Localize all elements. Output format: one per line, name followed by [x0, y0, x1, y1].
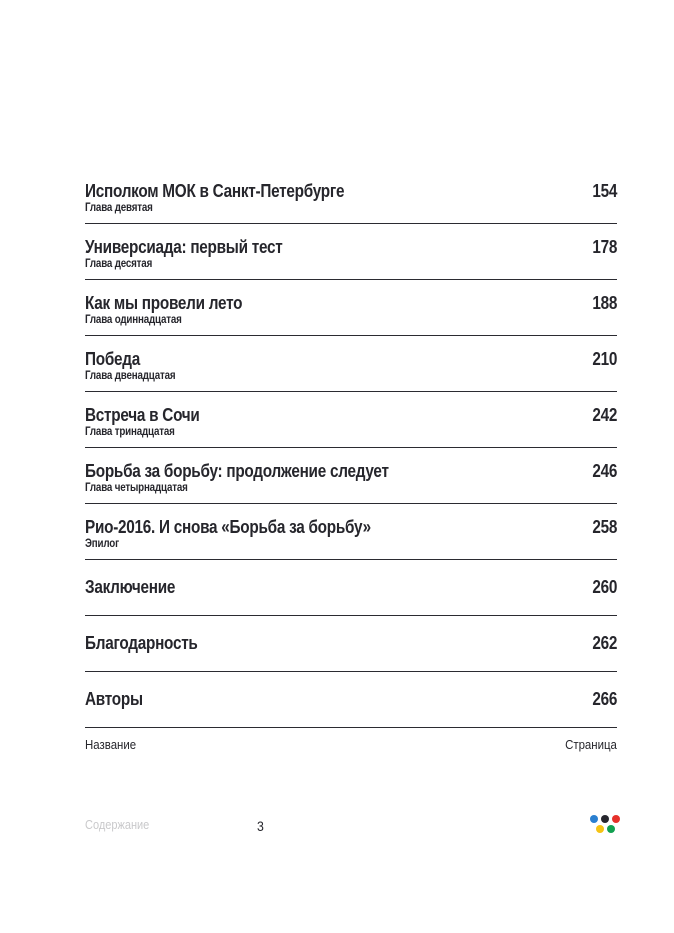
footer-section-label: Содержание: [85, 818, 150, 832]
toc-entry: Встреча в Сочи Глава тринадцатая 242: [85, 392, 617, 448]
toc-entry-subtitle: Эпилог: [85, 538, 119, 550]
toc-entry: Борьба за борьбу: продолжение следует Гл…: [85, 448, 617, 504]
toc-entry-text: Победа Глава двенадцатая: [85, 350, 191, 383]
toc-entry-page-number: 266: [592, 689, 617, 709]
toc-entry-title: Заключение: [85, 577, 176, 597]
toc-list: Исполком МОК в Санкт-Петербурге Глава де…: [85, 168, 617, 753]
column-label-name: Название: [85, 737, 137, 752]
toc-entry-text: Заключение: [85, 578, 191, 596]
toc-entry-page-number: 246: [592, 461, 617, 481]
toc-entry: Рио-2016. И снова «Борьба за борьбу» Эпи…: [85, 504, 617, 560]
logo-dot-green-icon: [606, 825, 615, 833]
toc-entry: Заключение 260: [85, 560, 617, 616]
logo-dot-yellow-icon: [595, 825, 604, 833]
toc-entry: Авторы 266: [85, 672, 617, 728]
toc-entry-page-number: 260: [592, 577, 617, 597]
toc-entry-title: Рио-2016. И снова «Борьба за борьбу»: [85, 517, 371, 537]
toc-entry-page-number: 154: [592, 181, 617, 201]
toc-entry-subtitle: Глава девятая: [85, 202, 153, 214]
logo-dot-red-icon: [612, 815, 620, 823]
toc-entry-title: Встреча в Сочи: [85, 405, 200, 425]
toc-entry-text: Борьба за борьбу: продолжение следует Гл…: [85, 462, 442, 495]
toc-entry: Универсиада: первый тест Глава десятая 1…: [85, 224, 617, 280]
toc-entry-page-number: 258: [592, 517, 617, 537]
toc-entry-text: Рио-2016. И снова «Борьба за борьбу» Эпи…: [85, 518, 421, 551]
toc-entry: Благодарность 262: [85, 616, 617, 672]
toc-entry-title: Борьба за борьбу: продолжение следует: [85, 461, 389, 481]
toc-entry-subtitle: Глава одиннадцатая: [85, 314, 182, 326]
logo-dot-blue-icon: [590, 815, 598, 823]
toc-entry-subtitle: Глава тринадцатая: [85, 426, 175, 438]
footer-page-number: 3: [257, 818, 264, 834]
logo-dot-black-icon: [601, 815, 609, 823]
toc-entry-subtitle: Глава десятая: [85, 258, 153, 270]
toc-entry-subtitle: Глава двенадцатая: [85, 370, 176, 382]
toc-entry: Как мы провели лето Глава одиннадцатая 1…: [85, 280, 617, 336]
toc-entry-page-number: 178: [592, 237, 617, 257]
toc-entry-title: Универсиада: первый тест: [85, 237, 283, 257]
toc-entry-text: Как мы провели лето Глава одиннадцатая: [85, 294, 270, 327]
toc-entry-title: Авторы: [85, 689, 143, 709]
column-labels-row: Название Страница: [85, 728, 617, 753]
toc-entry-page-number: 262: [592, 633, 617, 653]
toc-entry-subtitle: Глава четырнадцатая: [85, 482, 188, 494]
toc-entry-title: Победа: [85, 349, 140, 369]
olympic-dots-logo: [590, 815, 624, 834]
toc-entry: Исполком МОК в Санкт-Петербурге Глава де…: [85, 168, 617, 224]
toc-entry-text: Встреча в Сочи Глава тринадцатая: [85, 406, 220, 439]
toc-entry-text: Благодарность: [85, 634, 217, 652]
toc-entry-title: Исполком МОК в Санкт-Петербурге: [85, 181, 345, 201]
toc-entry-title: Благодарность: [85, 633, 198, 653]
toc-entry-text: Универсиада: первый тест Глава десятая: [85, 238, 317, 271]
toc-entry-text: Исполком МОК в Санкт-Петербурге Глава де…: [85, 182, 390, 215]
toc-entry-page-number: 188: [592, 293, 617, 313]
toc-entry-text: Авторы: [85, 690, 153, 708]
toc-entry-title: Как мы провели лето: [85, 293, 243, 313]
toc-entry: Победа Глава двенадцатая 210: [85, 336, 617, 392]
toc-entry-page-number: 242: [592, 405, 617, 425]
column-label-page: Страница: [565, 737, 617, 752]
toc-entry-page-number: 210: [592, 349, 617, 369]
